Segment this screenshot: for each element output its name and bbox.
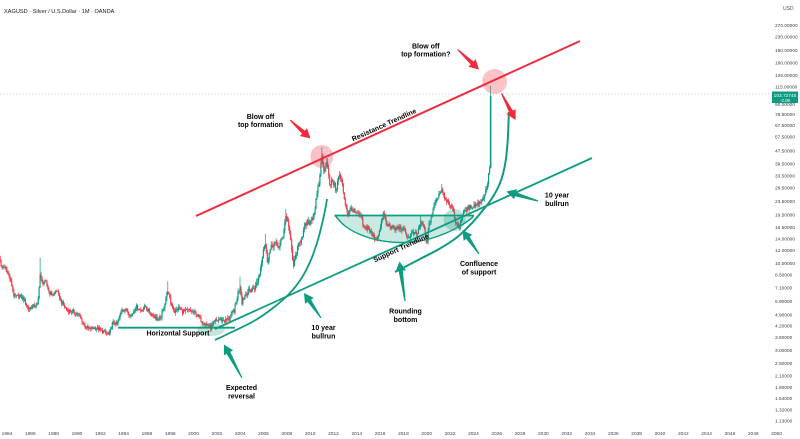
- svg-text:2040: 2040: [655, 431, 666, 437]
- svg-text:8.50000: 8.50000: [775, 273, 793, 279]
- svg-text:2014: 2014: [351, 431, 362, 437]
- svg-text:39.50000: 39.50000: [775, 162, 795, 168]
- svg-text:2026: 2026: [491, 431, 502, 437]
- svg-text:103.72745: 103.72745: [774, 93, 797, 99]
- svg-text:2046: 2046: [725, 431, 736, 437]
- svg-text:-2.08: -2.08: [780, 98, 791, 103]
- svg-text:top formation: top formation: [238, 122, 283, 129]
- svg-text:4.20000: 4.20000: [775, 324, 793, 330]
- svg-text:2016: 2016: [375, 431, 386, 437]
- svg-text:1988: 1988: [48, 431, 59, 437]
- svg-text:1.54000: 1.54000: [775, 396, 793, 402]
- svg-text:Blow off: Blow off: [412, 44, 440, 51]
- svg-text:12.00000: 12.00000: [775, 248, 795, 254]
- svg-text:1990: 1990: [72, 431, 83, 437]
- svg-text:2024: 2024: [468, 431, 479, 437]
- svg-text:2.10000: 2.10000: [775, 374, 793, 380]
- svg-text:2032: 2032: [561, 431, 572, 437]
- svg-text:2012: 2012: [328, 431, 339, 437]
- svg-text:2048: 2048: [748, 431, 759, 437]
- svg-text:2020: 2020: [421, 431, 432, 437]
- svg-text:bullrun: bullrun: [545, 201, 569, 208]
- svg-text:10 year: 10 year: [545, 193, 569, 200]
- svg-text:2010: 2010: [305, 431, 316, 437]
- svg-text:3.60000: 3.60000: [775, 335, 793, 341]
- svg-text:2036: 2036: [608, 431, 619, 437]
- svg-text:bottom: bottom: [394, 317, 418, 324]
- svg-text:5.90000: 5.90000: [775, 299, 793, 305]
- svg-text:Expected: Expected: [226, 385, 257, 392]
- svg-text:67.50000: 67.50000: [775, 123, 795, 129]
- svg-text:7.10000: 7.10000: [775, 286, 793, 292]
- svg-text:33.50000: 33.50000: [775, 174, 795, 180]
- svg-text:1996: 1996: [142, 431, 153, 437]
- svg-text:XAGUSD · Silver / U.S.Dollar ·: XAGUSD · Silver / U.S.Dollar · 1M · OAND…: [4, 9, 115, 15]
- svg-text:270.00000: 270.00000: [775, 23, 798, 29]
- svg-text:1.13000: 1.13000: [775, 419, 793, 425]
- svg-text:1994: 1994: [118, 431, 129, 437]
- svg-text:2004: 2004: [235, 431, 246, 437]
- svg-text:2028: 2028: [515, 431, 526, 437]
- svg-text:USD: USD: [783, 6, 794, 12]
- svg-text:90.00000: 90.00000: [775, 102, 795, 108]
- svg-text:190.00000: 190.00000: [775, 48, 798, 54]
- svg-text:2000: 2000: [188, 431, 199, 437]
- svg-text:78.50000: 78.50000: [775, 112, 795, 118]
- svg-text:2018: 2018: [398, 431, 409, 437]
- svg-text:115.00000: 115.00000: [775, 84, 798, 90]
- svg-text:3.00000: 3.00000: [775, 348, 793, 354]
- svg-text:1984: 1984: [2, 431, 13, 437]
- svg-text:230.00000: 230.00000: [775, 34, 798, 40]
- svg-text:23.50000: 23.50000: [775, 199, 795, 205]
- svg-text:14.00000: 14.00000: [775, 237, 795, 243]
- svg-text:57.50000: 57.50000: [775, 135, 795, 141]
- svg-text:2006: 2006: [258, 431, 269, 437]
- svg-text:1998: 1998: [165, 431, 176, 437]
- svg-text:2050: 2050: [771, 431, 782, 437]
- svg-text:19.50000: 19.50000: [775, 213, 795, 219]
- svg-text:1992: 1992: [95, 431, 106, 437]
- svg-text:2042: 2042: [678, 431, 689, 437]
- svg-text:2002: 2002: [212, 431, 223, 437]
- svg-text:2008: 2008: [282, 431, 293, 437]
- svg-text:2030: 2030: [538, 431, 549, 437]
- svg-text:Blow off: Blow off: [247, 114, 275, 121]
- svg-text:16.50000: 16.50000: [775, 225, 795, 231]
- svg-text:2022: 2022: [445, 431, 456, 437]
- svg-text:Confluence: Confluence: [460, 261, 498, 268]
- svg-text:reversal: reversal: [228, 394, 255, 401]
- svg-text:1.32000: 1.32000: [775, 407, 793, 413]
- svg-text:2.50000: 2.50000: [775, 361, 793, 367]
- svg-text:47.50000: 47.50000: [775, 148, 795, 154]
- svg-text:160.00000: 160.00000: [775, 61, 798, 67]
- svg-text:28.50000: 28.50000: [775, 185, 795, 191]
- svg-text:2044: 2044: [701, 431, 712, 437]
- svg-text:135.00000: 135.00000: [775, 73, 798, 79]
- svg-text:4.90000: 4.90000: [775, 313, 793, 319]
- svg-text:bullrun: bullrun: [312, 334, 336, 341]
- svg-text:10.00000: 10.00000: [775, 261, 795, 267]
- svg-text:of support: of support: [462, 270, 497, 277]
- svg-text:1986: 1986: [25, 431, 36, 437]
- svg-text:2038: 2038: [631, 431, 642, 437]
- svg-text:top formation?: top formation?: [401, 52, 450, 59]
- svg-text:1.80000: 1.80000: [775, 385, 793, 391]
- svg-text:2034: 2034: [585, 431, 596, 437]
- svg-text:Rounding: Rounding: [389, 309, 422, 316]
- svg-text:Horizontal Support: Horizontal Support: [147, 331, 211, 338]
- svg-text:10 year: 10 year: [311, 325, 335, 332]
